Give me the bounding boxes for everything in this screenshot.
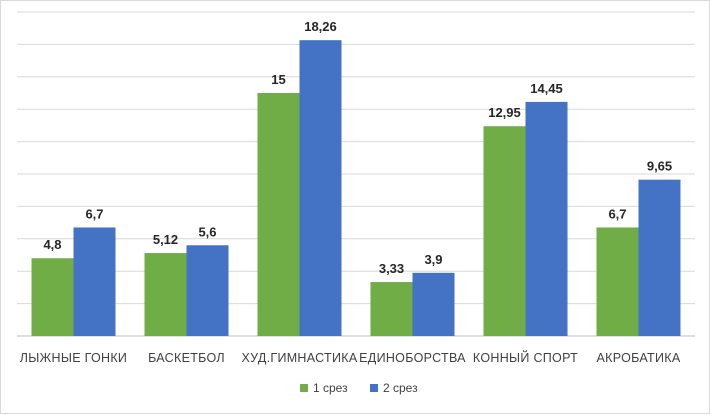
bar-2-1: [186, 245, 229, 336]
bar-2-5: [638, 179, 681, 336]
bar-1-4: [483, 126, 526, 337]
data-label-1-2: 15: [271, 72, 285, 87]
bar-1-2: [257, 93, 300, 336]
data-label-1-1: 5,12: [153, 232, 178, 247]
data-label-1-0: 4,8: [43, 237, 61, 252]
bars: [31, 40, 681, 337]
legend-label-1: 1 срез: [313, 381, 348, 395]
data-label-2-1: 5,6: [198, 224, 216, 239]
gridlines: [17, 11, 695, 337]
category-label: ХУД.ГИМНАСТИКА: [242, 351, 358, 365]
bar-1-1: [144, 253, 187, 336]
category-label: ЛЫЖНЫЕ ГОНКИ: [20, 351, 127, 365]
data-label-1-3: 3,33: [379, 261, 404, 276]
bar-2-3: [412, 272, 455, 336]
category-label: КОННЫЙ СПОРТ: [473, 350, 578, 365]
data-label-1-4: 12,95: [488, 105, 521, 120]
bar-2-0: [73, 227, 116, 336]
data-label-2-3: 3,9: [424, 252, 442, 267]
category-label: ЕДИНОБОРСТВА: [359, 351, 466, 365]
bar-1-5: [596, 227, 639, 336]
legend: 1 срез 2 срез: [300, 381, 418, 395]
data-label-2-2: 18,26: [304, 19, 337, 34]
category-label: АКРОБАТИКА: [597, 351, 681, 365]
data-label-2-5: 9,65: [647, 159, 672, 174]
bar-1-0: [31, 258, 74, 336]
data-label-1-5: 6,7: [608, 206, 626, 221]
legend-swatch-2: [370, 384, 378, 392]
category-label: БАСКЕТБОЛ: [148, 351, 225, 365]
legend-label-2: 2 срез: [383, 381, 418, 395]
data-labels: 4,8 6,7 5,12 5,6 15 18,26 3,33 3,9 12,95 14,45 6,7…: [43, 19, 672, 276]
bar-1-3: [370, 282, 413, 336]
legend-swatch-1: [300, 384, 308, 392]
data-label-2-4: 14,45: [530, 81, 563, 96]
data-label-2-0: 6,7: [85, 206, 103, 221]
bar-2-2: [299, 40, 342, 337]
category-labels: ЛЫЖНЫЕ ГОНКИ БАСКЕТБОЛ ХУД.ГИМНАСТИКА ЕДИНО…: [20, 350, 681, 365]
bar-2-4: [525, 101, 568, 336]
